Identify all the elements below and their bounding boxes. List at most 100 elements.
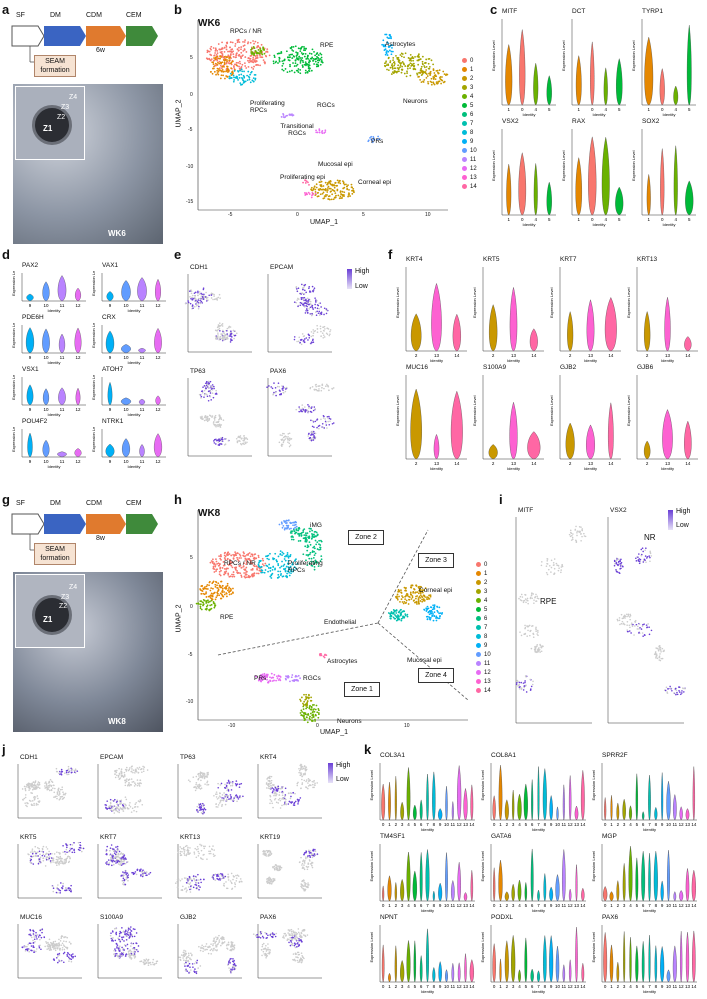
- violin-xlabel: Identity: [48, 464, 61, 469]
- violin-plot-vsx1: VSX1 9 10 11 12 Expression Level Identity: [12, 366, 92, 418]
- stage-cdm-arrow: [86, 26, 126, 46]
- violin-xtick: 11: [60, 355, 65, 360]
- zone-z1-label-g: Z1: [43, 615, 53, 624]
- h-xlabel: UMAP_1: [320, 729, 349, 736]
- feature-title: CDH1: [20, 754, 38, 761]
- legend-item: 7: [462, 119, 484, 128]
- violin-xtick: 12: [155, 407, 161, 412]
- violin-shape: [603, 932, 608, 983]
- g-stage-cdm-label: CDM: [86, 500, 102, 507]
- violin-shape: [542, 768, 547, 821]
- zone-z4-label-a: Z4: [69, 94, 78, 101]
- panel-label-k: k: [364, 742, 372, 757]
- violin-shape: [565, 422, 575, 460]
- violin-xtick: 0: [382, 822, 385, 827]
- violin-xtick: 0: [521, 217, 524, 222]
- violin-xtick: 12: [457, 984, 463, 989]
- violin-xtick: 7: [648, 984, 651, 989]
- violin-shape: [673, 793, 677, 821]
- violin-plot-podxl: PODXL 0 1 2 3 4 5 6 7 8 9 10 11 12 13 14 Expression Leve…: [481, 914, 592, 995]
- violin-xtick: 9: [29, 459, 32, 464]
- b-ytick-1: 0: [190, 92, 193, 98]
- violin-xtick: 14: [685, 461, 691, 466]
- violin-xtick: 10: [444, 822, 450, 827]
- violin-ylabel: Expression Level: [12, 375, 16, 400]
- violin-xtick: 10: [555, 984, 561, 989]
- violin-xtick: 1: [610, 984, 613, 989]
- violin-plot-gata6: GATA6 0 1 2 3 4 5 6 7 8 9 10 11 12 13 14 Expression Leve…: [481, 833, 592, 914]
- violin-plot-col8a1: COL8A1 0 1 2 3 4 5 6 7 8 9 10 11 12 13 14 Expression Lev…: [481, 752, 592, 833]
- legend-label: 10: [470, 147, 477, 154]
- violin-shape: [394, 882, 397, 902]
- violin-xtick: 0: [493, 903, 496, 908]
- violin-ylabel: Expression Level: [492, 150, 496, 181]
- violin-shape: [42, 328, 50, 354]
- legend-label: 13: [484, 678, 491, 685]
- legend-swatch: [462, 103, 467, 108]
- violin-shape: [400, 878, 405, 902]
- legend-item: 9: [462, 137, 484, 146]
- violin-shape: [498, 765, 503, 821]
- violin-title: COL8A1: [491, 752, 516, 759]
- violin-xtick: 11: [60, 303, 65, 308]
- violin-shape: [74, 448, 82, 458]
- violin-shape: [661, 772, 664, 821]
- violin-shape: [138, 398, 146, 406]
- violin-xtick: 11: [561, 984, 566, 989]
- violin-xtick: 3: [512, 903, 515, 908]
- h-annot-prolif: Proliferating RPCs: [288, 560, 323, 574]
- violin-xtick: 13: [574, 903, 580, 908]
- violin-shape: [57, 451, 67, 458]
- violin-shape: [642, 811, 645, 821]
- violin-shape: [511, 935, 516, 983]
- violin-shape: [75, 287, 81, 302]
- umap-title-b: WK6: [198, 18, 221, 29]
- violin-grid-c: MITF 1 0 4 5 Expression Level Identity DCT 1 0 4 5 E…: [492, 8, 704, 228]
- violin-xtick: 11: [60, 407, 65, 412]
- violin-xtick: 14: [469, 822, 475, 827]
- j-colorbar: [328, 763, 333, 783]
- violin-shape: [388, 973, 391, 983]
- violin-xtick: 10: [123, 355, 129, 360]
- legend-item: 1: [462, 65, 484, 74]
- feature-title: MITF: [518, 507, 534, 514]
- violin-shape: [562, 964, 566, 983]
- b-annot-corneal: Corneal epi: [358, 179, 392, 186]
- photo-label-a: WK6: [108, 229, 126, 238]
- violin-xtick: 11: [140, 303, 145, 308]
- violin-xtick: 9: [661, 984, 664, 989]
- violin-xtick: 10: [43, 459, 49, 464]
- feature-title: KRT7: [100, 834, 117, 841]
- legend-item: 4: [476, 596, 498, 605]
- legend-swatch: [462, 121, 467, 126]
- violin-xtick: 1: [577, 107, 580, 112]
- zone-z4-label-g: Z4: [69, 584, 78, 591]
- violin-plot-pax2: PAX2 9 10 11 12 Expression Level Identity: [12, 262, 92, 314]
- legend-swatch: [476, 580, 481, 585]
- zone-z3-label-g: Z3: [61, 594, 70, 601]
- violin-plot-npnt: NPNT 0 1 2 3 4 5 6 7 8 9 10 11 12 13 14 Expression Level…: [370, 914, 481, 995]
- violin-xtick: 14: [691, 984, 697, 989]
- zone-z3-label-a: Z3: [61, 104, 70, 111]
- violin-shape: [691, 869, 696, 902]
- violin-xtick: 9: [109, 303, 112, 308]
- violin-shape: [685, 932, 690, 983]
- violin-ylabel: Expression Level: [92, 375, 96, 400]
- legend-item: 10: [476, 650, 498, 659]
- violin-shape: [574, 805, 579, 821]
- violin-xtick: 1: [507, 107, 510, 112]
- violin-xtick: 13: [685, 822, 691, 827]
- violin-title: PDE6H: [22, 314, 44, 321]
- violin-xtick: 2: [492, 353, 495, 358]
- violin-plot-gjb6: GJB6 2 13 14 Expression Level Identity: [627, 364, 704, 472]
- violin-xtick: 0: [591, 217, 594, 222]
- violin-plot-sprr2f: SPRR2F 0 1 2 3 4 5 6 7 8 9 10 11 12 13 14 Expression Lev…: [592, 752, 703, 833]
- violin-xtick: 14: [531, 461, 537, 466]
- feature-title: PAX6: [270, 368, 287, 375]
- violin-shape: [529, 328, 538, 352]
- violin-shape: [445, 786, 448, 821]
- g-stage-sf-label: SF: [16, 500, 25, 507]
- h-ytick-2: -5: [188, 652, 193, 658]
- violin-ylabel: Expression Level: [627, 395, 631, 426]
- violin-shape: [530, 968, 534, 983]
